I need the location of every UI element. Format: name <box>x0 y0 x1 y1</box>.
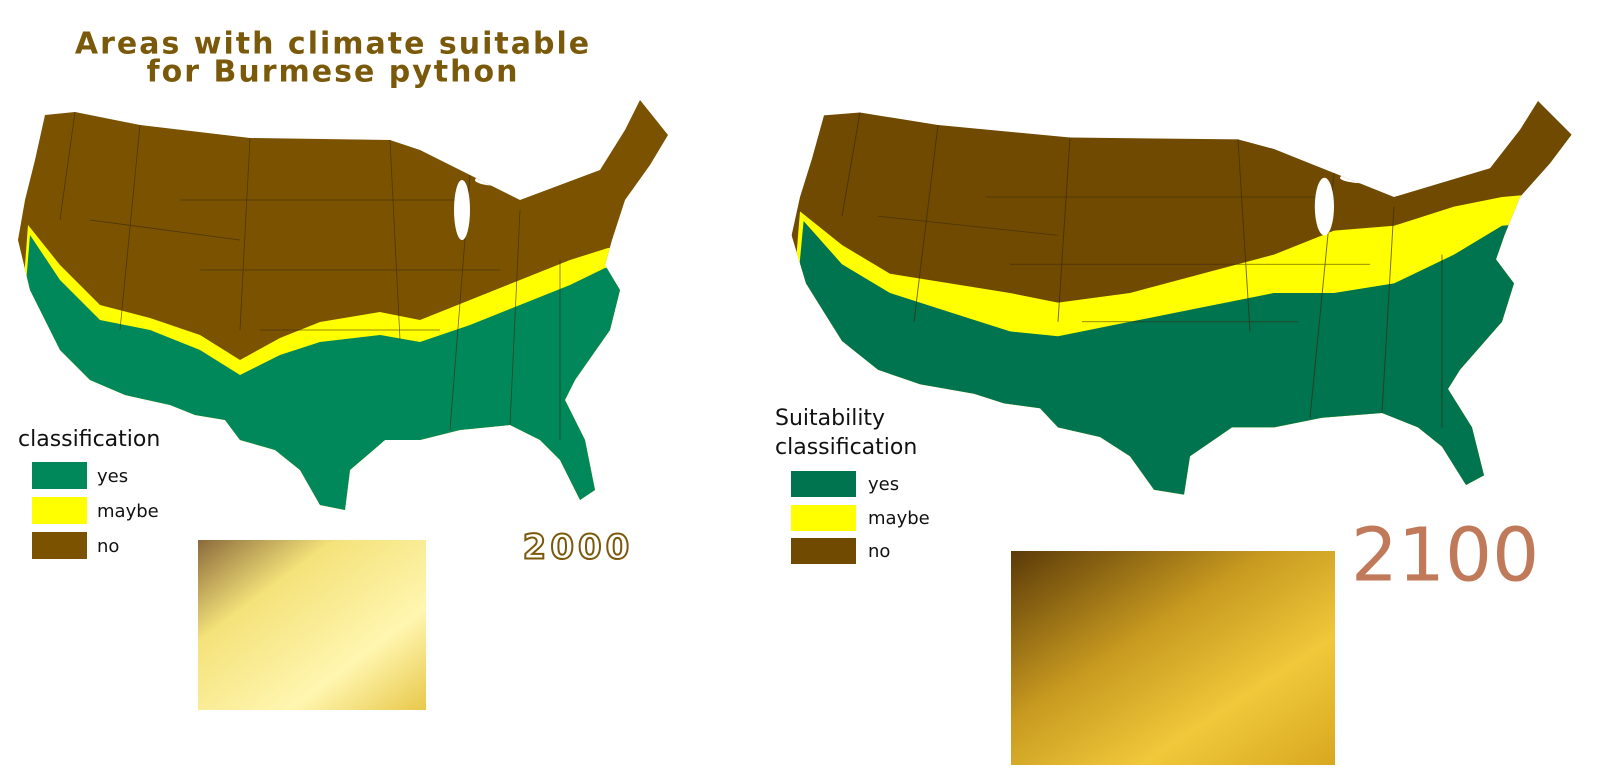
map-2100 <box>791 101 1572 495</box>
lake <box>454 180 470 240</box>
title-line: for Burmese python <box>147 55 520 90</box>
lake <box>1314 177 1334 236</box>
lake <box>1340 172 1400 184</box>
legend-label: yes <box>97 466 128 487</box>
legend-label: maybe <box>97 501 159 522</box>
legend-title: Suitability <box>775 406 885 431</box>
legend-swatch <box>791 538 856 564</box>
lake <box>475 174 525 186</box>
legend-swatch <box>32 462 87 489</box>
legend-label: no <box>868 541 890 562</box>
year-label: 2000 <box>523 528 634 568</box>
legend-label: yes <box>868 474 899 495</box>
state-borders <box>59 111 561 440</box>
state-borders <box>841 112 1443 428</box>
legend-swatch <box>791 505 856 531</box>
python-photo <box>1011 551 1335 765</box>
year-label: 2100 <box>1351 513 1539 599</box>
legend-swatch <box>791 471 856 497</box>
python-photo <box>198 540 426 710</box>
legend-title: classification <box>775 435 917 460</box>
legend-swatch <box>32 532 87 559</box>
title-line: Areas with climate suitable <box>75 27 591 62</box>
legend-label: maybe <box>868 508 930 529</box>
legend-label: no <box>97 536 119 557</box>
map-2000 <box>18 100 668 510</box>
legend-swatch <box>32 497 87 524</box>
legend-title: classification <box>18 427 160 452</box>
